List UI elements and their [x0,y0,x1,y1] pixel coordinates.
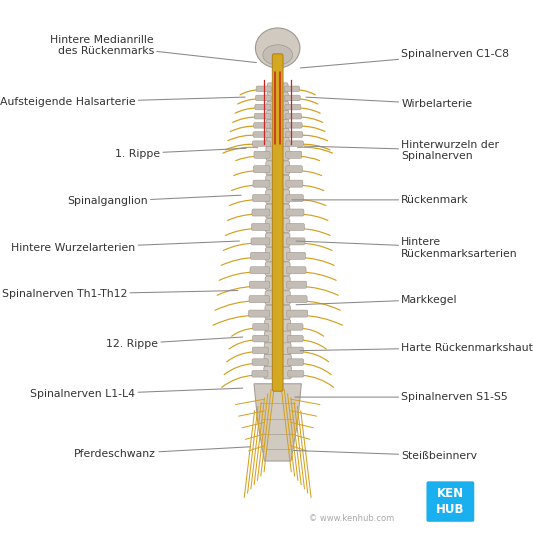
FancyBboxPatch shape [426,481,474,522]
FancyBboxPatch shape [286,180,303,187]
FancyBboxPatch shape [265,204,290,218]
FancyBboxPatch shape [253,132,270,138]
FancyBboxPatch shape [253,335,269,342]
FancyBboxPatch shape [285,114,302,119]
FancyBboxPatch shape [272,54,283,391]
Text: © www.kenhub.com: © www.kenhub.com [309,514,394,523]
FancyBboxPatch shape [287,335,303,342]
FancyBboxPatch shape [250,266,270,274]
FancyBboxPatch shape [288,359,304,365]
FancyBboxPatch shape [265,319,290,332]
FancyBboxPatch shape [287,347,303,353]
Text: Spinalganglion: Spinalganglion [67,195,241,206]
FancyBboxPatch shape [266,161,289,175]
FancyBboxPatch shape [254,151,270,158]
FancyBboxPatch shape [266,110,289,120]
FancyBboxPatch shape [255,104,271,110]
FancyBboxPatch shape [265,247,290,261]
Text: Spinalnerven Th1-Th12: Spinalnerven Th1-Th12 [2,289,238,299]
FancyBboxPatch shape [267,101,288,111]
FancyBboxPatch shape [251,252,270,260]
Ellipse shape [255,28,300,68]
Text: Aufsteigende Halsarterie: Aufsteigende Halsarterie [0,97,245,107]
FancyBboxPatch shape [286,141,303,147]
FancyBboxPatch shape [286,238,305,245]
FancyBboxPatch shape [264,366,292,379]
Text: Spinalnerven S1-S5: Spinalnerven S1-S5 [295,392,508,402]
Text: Markkegel: Markkegel [296,295,458,305]
Text: Rückenmark: Rückenmark [292,195,469,205]
Text: Hintere Wurzelarterien: Hintere Wurzelarterien [11,241,239,253]
FancyBboxPatch shape [286,252,305,260]
FancyBboxPatch shape [286,281,306,288]
FancyBboxPatch shape [285,104,301,110]
FancyBboxPatch shape [285,86,300,92]
Text: KEN
HUB: KEN HUB [436,487,465,516]
FancyBboxPatch shape [266,147,289,160]
FancyBboxPatch shape [253,324,269,330]
FancyBboxPatch shape [254,123,271,128]
Text: Steißbeinnerv: Steißbeinnerv [294,450,478,461]
FancyBboxPatch shape [265,277,290,290]
FancyBboxPatch shape [253,180,270,187]
Text: Hintere Medianrille
des Rückenmarks: Hintere Medianrille des Rückenmarks [51,35,256,62]
Text: Spinalnerven L1-L4: Spinalnerven L1-L4 [30,388,243,399]
FancyBboxPatch shape [285,123,302,128]
FancyBboxPatch shape [265,233,290,247]
FancyBboxPatch shape [285,95,300,101]
FancyBboxPatch shape [252,370,268,377]
FancyBboxPatch shape [286,266,306,274]
FancyBboxPatch shape [286,151,302,158]
FancyBboxPatch shape [286,209,304,216]
FancyBboxPatch shape [253,195,270,201]
FancyBboxPatch shape [286,195,303,201]
FancyBboxPatch shape [266,138,289,148]
Text: Spinalnerven C1-C8: Spinalnerven C1-C8 [300,50,510,68]
FancyBboxPatch shape [287,310,308,317]
FancyBboxPatch shape [265,305,290,319]
FancyBboxPatch shape [252,223,270,230]
FancyBboxPatch shape [265,219,290,232]
FancyBboxPatch shape [266,175,289,189]
FancyBboxPatch shape [266,128,289,139]
Text: Hinterwurzeln der
Spinalnerven: Hinterwurzeln der Spinalnerven [304,140,499,161]
FancyBboxPatch shape [265,190,289,204]
FancyBboxPatch shape [251,238,270,245]
Polygon shape [254,384,301,461]
FancyBboxPatch shape [265,291,290,304]
FancyBboxPatch shape [253,141,270,147]
FancyBboxPatch shape [267,92,288,102]
Text: Wirbelarterie: Wirbelarterie [306,97,472,109]
FancyBboxPatch shape [248,310,270,317]
FancyBboxPatch shape [249,296,270,303]
FancyBboxPatch shape [252,347,269,353]
FancyBboxPatch shape [249,281,270,288]
FancyBboxPatch shape [264,343,291,356]
FancyBboxPatch shape [267,83,288,93]
FancyBboxPatch shape [256,86,271,92]
Ellipse shape [263,45,293,65]
Text: 1. Rippe: 1. Rippe [115,148,246,158]
FancyBboxPatch shape [252,209,270,216]
FancyBboxPatch shape [254,114,271,119]
FancyBboxPatch shape [288,370,304,377]
FancyBboxPatch shape [286,223,304,230]
Text: Hintere
Rückenmarksarterien: Hintere Rückenmarksarterien [296,237,518,259]
FancyBboxPatch shape [254,166,270,173]
FancyBboxPatch shape [266,119,289,130]
Text: Harte Rückenmarkshaut: Harte Rückenmarkshaut [300,343,533,352]
FancyBboxPatch shape [285,132,303,138]
FancyBboxPatch shape [287,296,307,303]
FancyBboxPatch shape [264,354,291,367]
Text: Pferdeschwanz: Pferdeschwanz [74,447,250,459]
FancyBboxPatch shape [265,262,290,276]
FancyBboxPatch shape [255,95,271,101]
FancyBboxPatch shape [287,324,303,330]
FancyBboxPatch shape [252,359,268,365]
FancyBboxPatch shape [286,166,302,173]
FancyBboxPatch shape [264,331,291,344]
Text: 12. Rippe: 12. Rippe [106,337,243,349]
